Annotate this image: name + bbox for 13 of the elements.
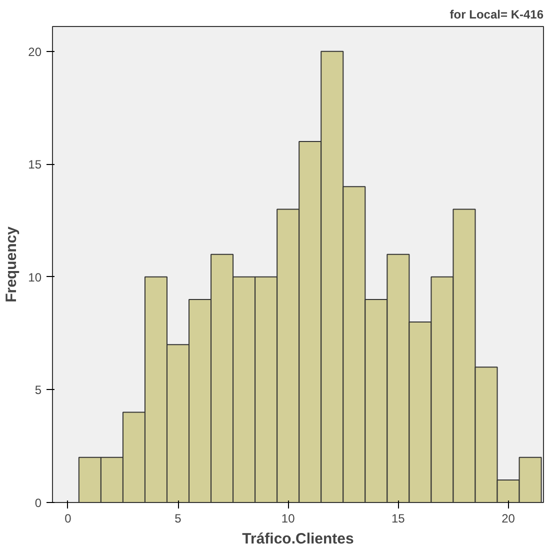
y-tick-label: 0	[34, 496, 42, 510]
y-tick-label: 15	[28, 158, 42, 172]
y-tick-label: 5	[34, 383, 42, 398]
y-tick-label: 10	[28, 270, 42, 284]
x-axis-title: Tráfico.Clientes	[242, 530, 354, 548]
x-tick-label: 15	[392, 512, 406, 526]
x-tick-label: 10	[281, 512, 296, 526]
x-tick-label: 20	[502, 512, 516, 526]
x-tick-label: 5	[174, 512, 182, 526]
y-tick-label: 20	[28, 44, 42, 59]
y-axis-title: Frequency	[3, 226, 20, 302]
x-tick-label: 0	[64, 512, 72, 526]
chart-title: for Local= K-416	[450, 8, 544, 22]
